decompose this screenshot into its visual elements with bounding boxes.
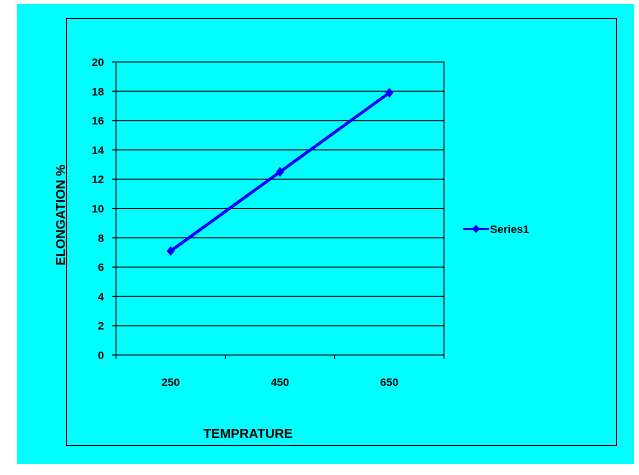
data-point-marker: [276, 166, 284, 177]
y-axis-title: ELONGATION %: [53, 164, 68, 265]
x-axis-ticks: 250 450 650: [115, 355, 445, 389]
y-tick-label: 14: [92, 145, 105, 157]
y-axis-ticks: 0 2 4 6 8 10 12 14 16 18 20: [92, 57, 116, 362]
chart-frame: [66, 18, 617, 446]
y-tick-label: 4: [98, 291, 105, 303]
series-layer: [166, 87, 394, 256]
gridlines: [116, 90, 444, 327]
y-tick-label: 8: [98, 233, 104, 245]
y-tick-label: 2: [98, 321, 104, 333]
x-axis-title: TEMPRATURE: [203, 426, 293, 441]
legend-label: Series1: [490, 224, 529, 236]
y-tick-label: 16: [92, 116, 104, 128]
x-tick-label: 250: [161, 377, 179, 389]
y-tick-label: 6: [98, 262, 104, 274]
data-point-marker: [385, 87, 394, 98]
legend: Series1: [463, 224, 529, 236]
x-tick-label: 650: [380, 377, 398, 389]
y-tick-label: 18: [92, 86, 104, 98]
y-tick-label: 0: [98, 350, 104, 362]
y-tick-label: 12: [92, 174, 104, 186]
chart-background: [17, 4, 634, 464]
data-point-marker: [166, 245, 175, 256]
y-tick-label: 20: [92, 57, 104, 69]
legend-marker: [472, 225, 480, 233]
x-tick-label: 450: [271, 377, 289, 389]
y-tick-label: 10: [92, 204, 104, 216]
